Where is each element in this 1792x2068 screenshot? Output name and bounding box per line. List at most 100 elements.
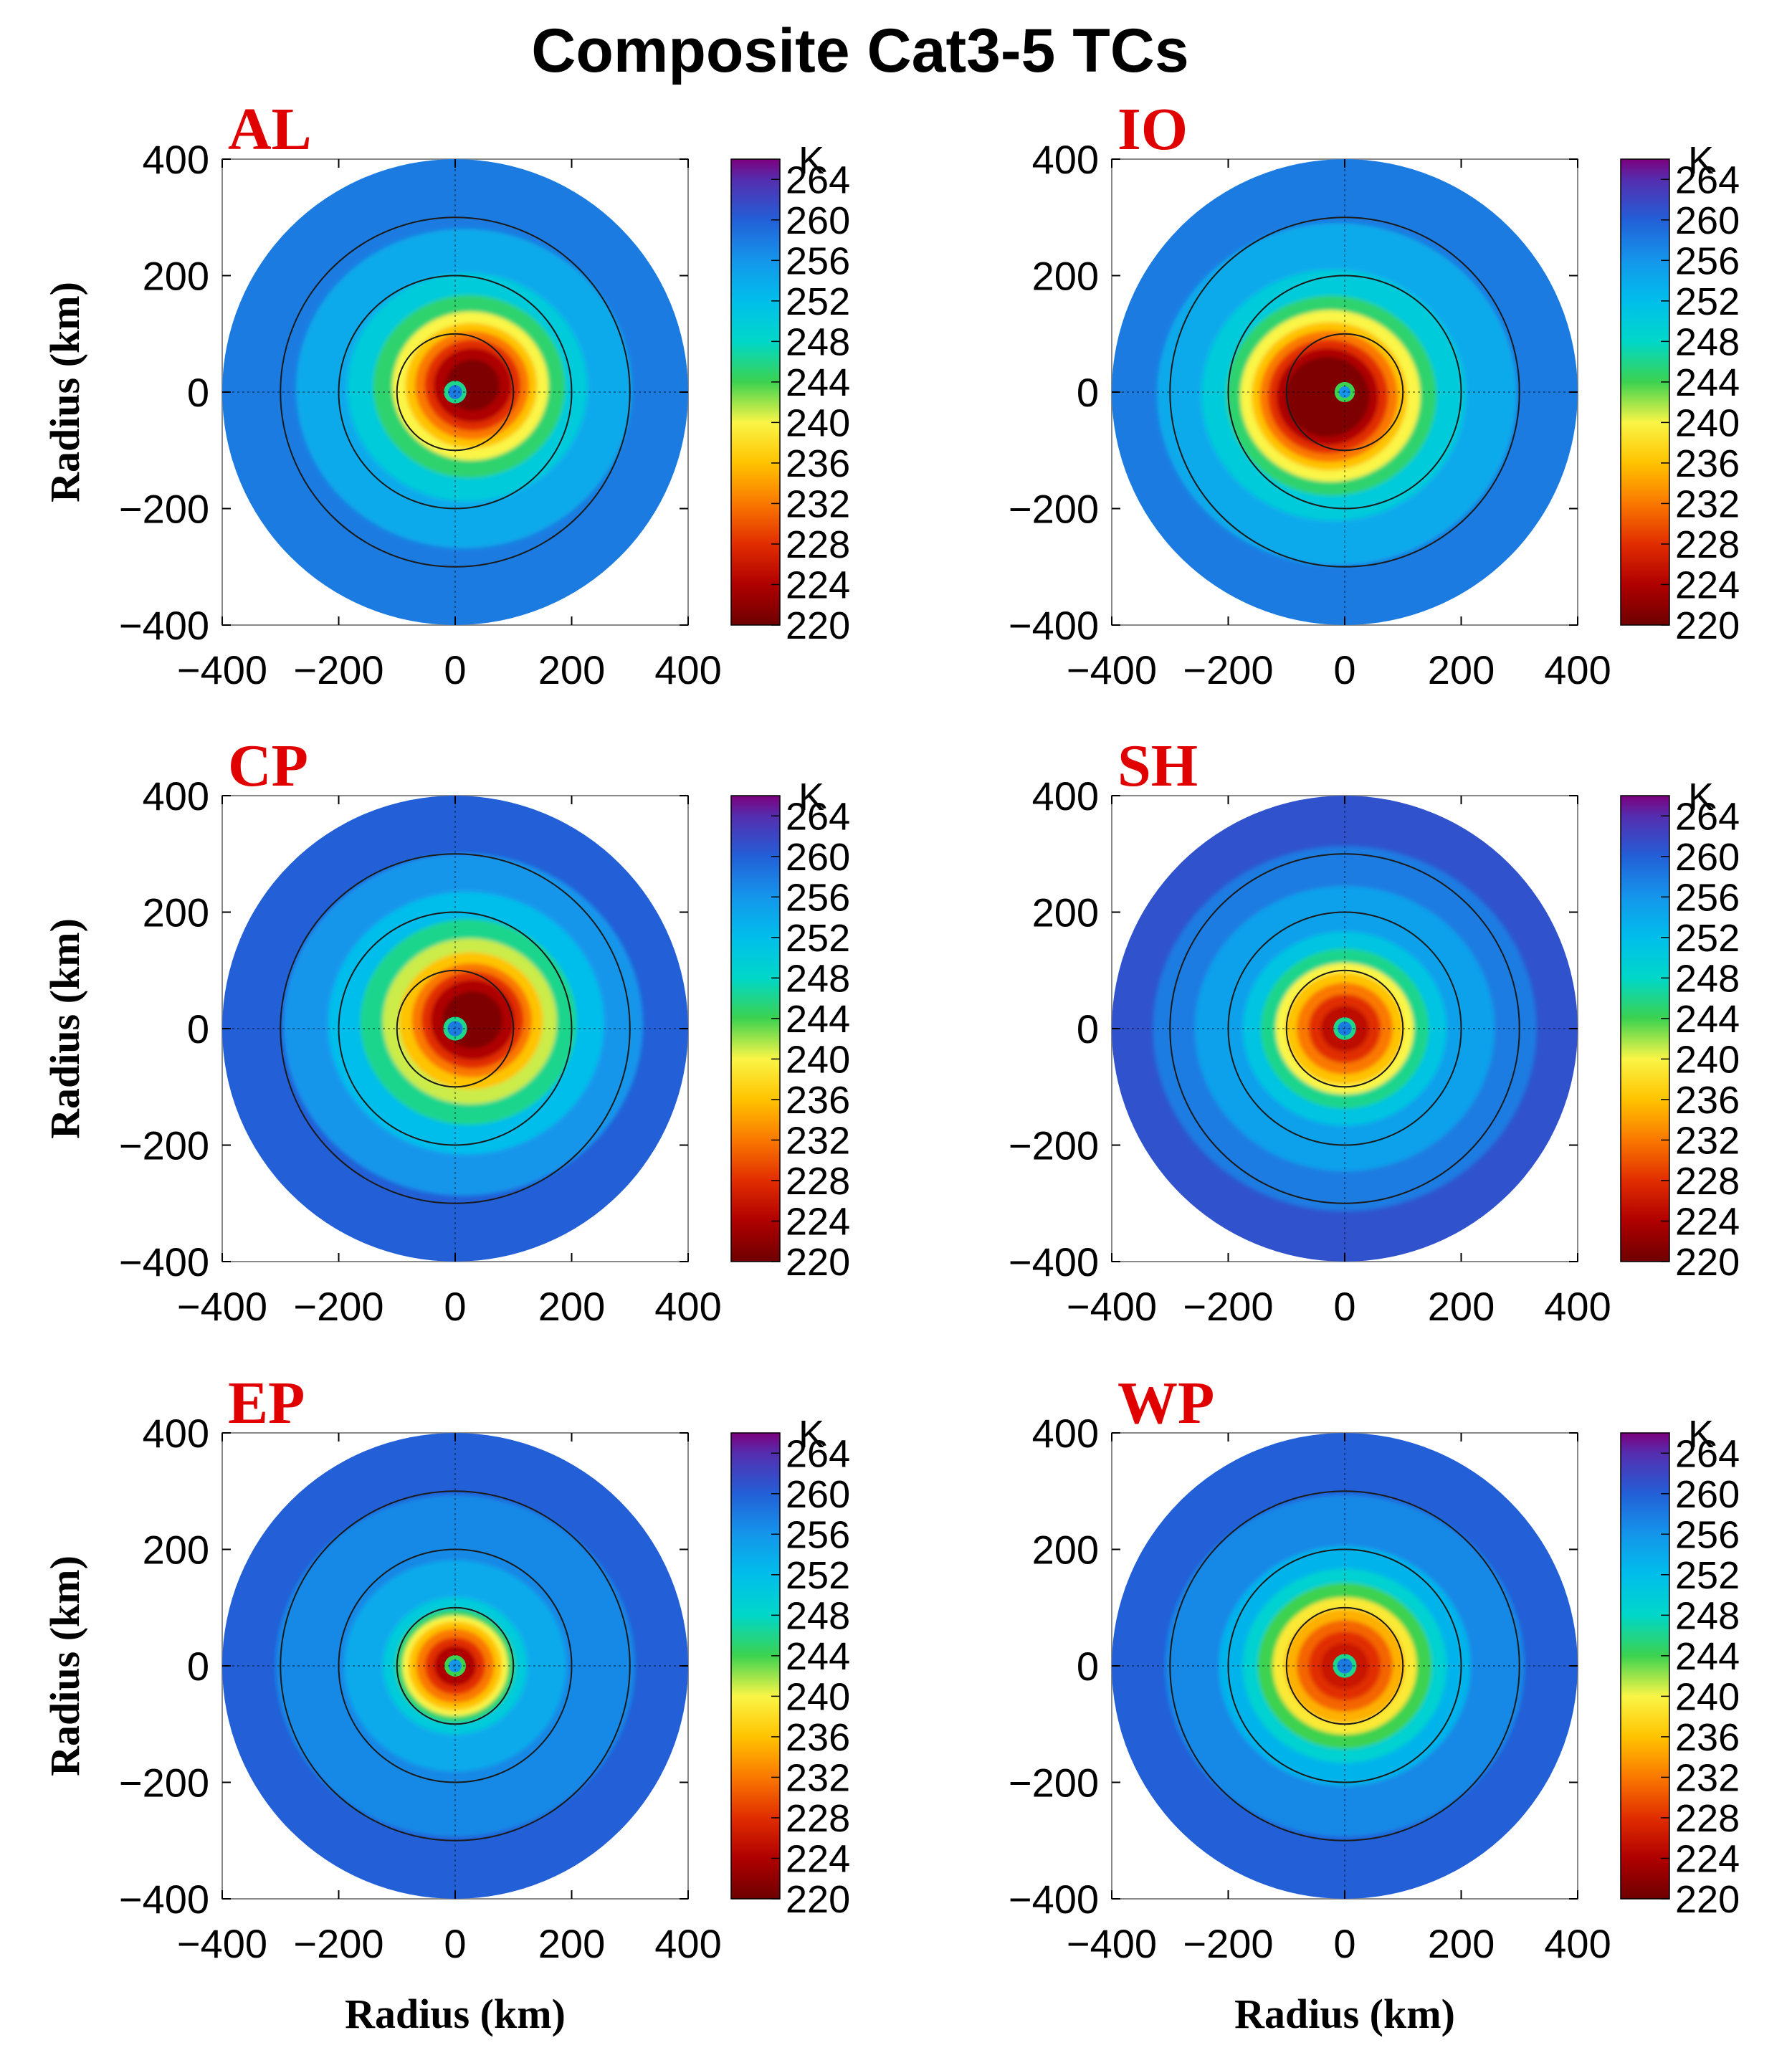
colorbar-tick-label: 224 — [786, 1837, 850, 1880]
range-ring-100km — [396, 333, 515, 452]
colorbar-gradient — [1620, 795, 1670, 1262]
colorbar-tick-label: 264 — [1675, 158, 1740, 201]
colorbar-tick-label: 228 — [1675, 523, 1740, 566]
colorbar-tick-label: 256 — [1675, 239, 1740, 282]
x-tick-label: 200 — [538, 1921, 605, 1966]
temperature-field — [1156, 223, 1517, 566]
temperature-field — [295, 229, 632, 549]
x-tick-label: −400 — [1067, 1284, 1157, 1329]
colorbar-tick-label: 260 — [786, 1473, 850, 1516]
colorbar-tick-label: 248 — [786, 320, 850, 363]
range-ring-100km — [1285, 969, 1404, 1088]
panel-label: SH — [1117, 733, 1198, 799]
y-tick-label: 400 — [143, 1411, 209, 1456]
colorbar-tick-label: 248 — [1675, 1594, 1740, 1637]
panel-label: AL — [228, 96, 312, 163]
range-ring-300km — [280, 853, 631, 1204]
colorbar-tick-label: 244 — [786, 998, 850, 1041]
y-tick-label: 200 — [1032, 1528, 1099, 1573]
x-tick-label: 400 — [1544, 1921, 1611, 1966]
range-ring-300km — [1169, 216, 1520, 568]
x-tick-label: 400 — [1544, 647, 1611, 692]
x-tick-label: 0 — [1333, 1921, 1355, 1966]
x-tick-label: −200 — [1183, 647, 1273, 692]
y-tick-label: 400 — [1032, 773, 1099, 819]
panel-label: IO — [1117, 96, 1188, 163]
x-tick-label: 200 — [1428, 647, 1495, 692]
colorbar-tick-label: 264 — [786, 795, 850, 838]
x-tick-label: 200 — [1428, 1921, 1495, 1966]
colorbar-tick-label: 248 — [786, 1594, 850, 1637]
y-axis-title: Radius (km) — [42, 918, 88, 1139]
y-tick-label: 0 — [1077, 1006, 1099, 1052]
colorbar-tick-label: 264 — [786, 1432, 850, 1475]
colorbar-tick-label: 264 — [1675, 795, 1740, 838]
colorbar-tick-label: 228 — [1675, 1797, 1740, 1840]
colorbar-tick-label: 256 — [1675, 1513, 1740, 1556]
panel-label: WP — [1117, 1370, 1214, 1436]
colorbar-unit: K — [799, 139, 824, 182]
colorbar-tick-label: 244 — [1675, 1635, 1740, 1678]
x-tick-label: −400 — [177, 1921, 267, 1966]
colorbar-gradient — [730, 795, 781, 1262]
panels: −400 −200 0 200 400 400 200 0 −200 −400 AL Radius (… — [42, 96, 1740, 2037]
colorbar-tick-label: 228 — [786, 1160, 850, 1203]
colorbar-tick-label: 224 — [1675, 563, 1740, 606]
colorbar-tick-label: 252 — [786, 1554, 850, 1597]
x-tick-label: 200 — [1428, 1284, 1495, 1329]
y-tick-label: −400 — [1009, 1877, 1099, 1922]
colorbar-tick-label: 248 — [1675, 957, 1740, 1000]
y-tick-label: −400 — [119, 603, 209, 648]
x-tick-label: −200 — [293, 1284, 383, 1329]
colorbar-tick-label: 264 — [786, 158, 850, 201]
colorbar-tick-label: 224 — [1675, 1200, 1740, 1243]
y-tick-label: 200 — [1032, 254, 1099, 299]
y-tick-label: −200 — [1009, 1760, 1099, 1806]
colorbar-tick-label: 244 — [1675, 361, 1740, 404]
panel-wp: −400 −200 0 200 400 400 200 0 −200 −400 WP Radius (… — [1009, 1370, 1740, 2037]
colorbar-tick-label: 256 — [786, 876, 850, 919]
panel-io: −400 −200 0 200 4004002000−200−400IO26426025… — [1009, 96, 1740, 692]
x-tick-label: 0 — [1333, 647, 1355, 692]
y-tick-label: 0 — [187, 1644, 209, 1689]
y-axis-title: Radius (km) — [42, 282, 88, 502]
colorbar-gradient — [1620, 158, 1670, 626]
colorbar-tick-label: 252 — [786, 917, 850, 960]
colorbar-tick-label: 232 — [1675, 1756, 1740, 1799]
panel-sh: −400 −200 0 200 4004002000−200−400SH26426025… — [1009, 733, 1740, 1329]
colorbar-tick-label: 236 — [786, 442, 850, 485]
x-tick-label: 200 — [538, 647, 605, 692]
colorbar-tick-label: 256 — [786, 1513, 850, 1556]
x-tick-label: −200 — [1183, 1921, 1273, 1966]
panel-al: −400 −200 0 200 400 400 200 0 −200 −400 AL Radius (… — [42, 96, 850, 692]
x-tick-label: 0 — [444, 1921, 466, 1966]
y-tick-label: 0 — [1077, 1644, 1099, 1689]
colorbar-tick-label: 260 — [786, 199, 850, 242]
colorbar-tick-label: 252 — [1675, 280, 1740, 323]
figure-title: Composite Cat3-5 TCs — [531, 16, 1189, 85]
colorbar-tick-label: 252 — [786, 280, 850, 323]
x-tick-label: −200 — [293, 647, 383, 692]
range-ring-100km — [396, 969, 515, 1088]
colorbar-unit: K — [799, 776, 824, 819]
x-tick-label: 0 — [1333, 1284, 1355, 1329]
colorbar-tick-label: 240 — [1675, 1675, 1740, 1718]
colorbar-tick-label: 236 — [1675, 442, 1740, 485]
colorbar-tick-label: 252 — [1675, 917, 1740, 960]
colorbar-tick-label: 244 — [786, 1635, 850, 1678]
y-tick-label: −400 — [1009, 603, 1099, 648]
colorbar-tick-label: 248 — [1675, 320, 1740, 363]
colorbar-tick-label: 264 — [1675, 1432, 1740, 1475]
colorbar-tick-label: 236 — [786, 1079, 850, 1122]
x-tick-label: −400 — [1067, 647, 1157, 692]
colorbar-unit: K — [1688, 776, 1714, 819]
colorbar-tick-label: 224 — [786, 563, 850, 606]
y-tick-label: 200 — [1032, 890, 1099, 935]
colorbar-tick-label: 260 — [1675, 1473, 1740, 1516]
x-tick-label: −200 — [1183, 1284, 1273, 1329]
